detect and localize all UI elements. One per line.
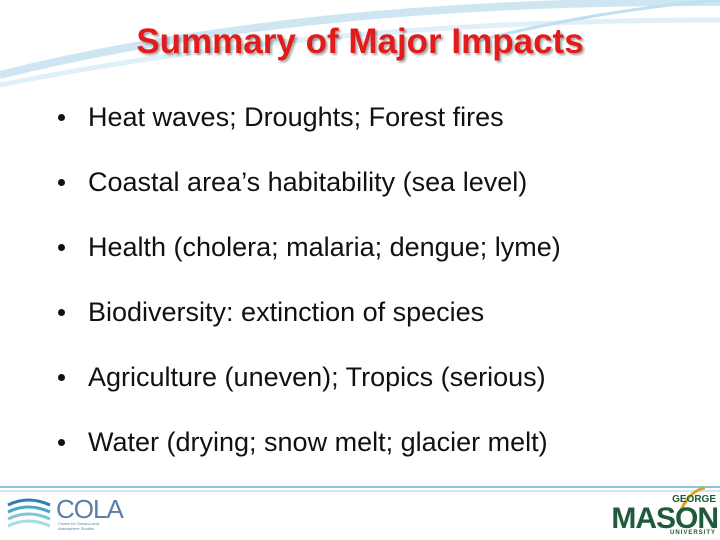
mason-logo-name: MASON	[611, 502, 719, 535]
bullet-text: Coastal area’s habitability (sea level)	[88, 167, 528, 197]
bullet-dot	[58, 439, 65, 446]
slide-title: Summary of Major Impacts	[136, 22, 584, 61]
bullet-item: Heat waves; Droughts; Forest fires	[58, 96, 561, 161]
bullet-text: Water (drying; snow melt; glacier melt)	[88, 427, 548, 457]
bullet-list: Heat waves; Droughts; Forest fires Coasta…	[58, 96, 561, 486]
bullet-dot	[58, 374, 65, 381]
bullet-dot	[58, 244, 65, 251]
bullet-text: Heat waves; Droughts; Forest fires	[88, 102, 504, 132]
bullet-dot	[58, 309, 65, 316]
bullet-item: Water (drying; snow melt; glacier melt)	[58, 421, 561, 486]
bullet-text: Health (cholera; malaria; dengue; lyme)	[88, 232, 561, 262]
bullet-item: Agriculture (uneven); Tropics (serious)	[58, 356, 561, 421]
mason-logo-top: GEORGE	[672, 494, 716, 505]
cola-logo-name: COLA	[56, 494, 124, 524]
bullet-text: Agriculture (uneven); Tropics (serious)	[88, 362, 546, 392]
bullet-item: Biodiversity: extinction of species	[58, 291, 561, 356]
bullet-dot	[58, 114, 65, 121]
bullet-item: Health (cholera; malaria; dengue; lyme)	[58, 226, 561, 291]
bullet-item: Coastal area’s habitability (sea level)	[58, 161, 561, 226]
mason-logo-bottom: UNIVERSITY	[669, 530, 716, 536]
bullet-text: Biodiversity: extinction of species	[88, 297, 485, 327]
bullet-dot	[58, 179, 65, 186]
cola-logo-tagline: Center for Ocean-Land-Atmosphere Studies	[58, 521, 101, 531]
